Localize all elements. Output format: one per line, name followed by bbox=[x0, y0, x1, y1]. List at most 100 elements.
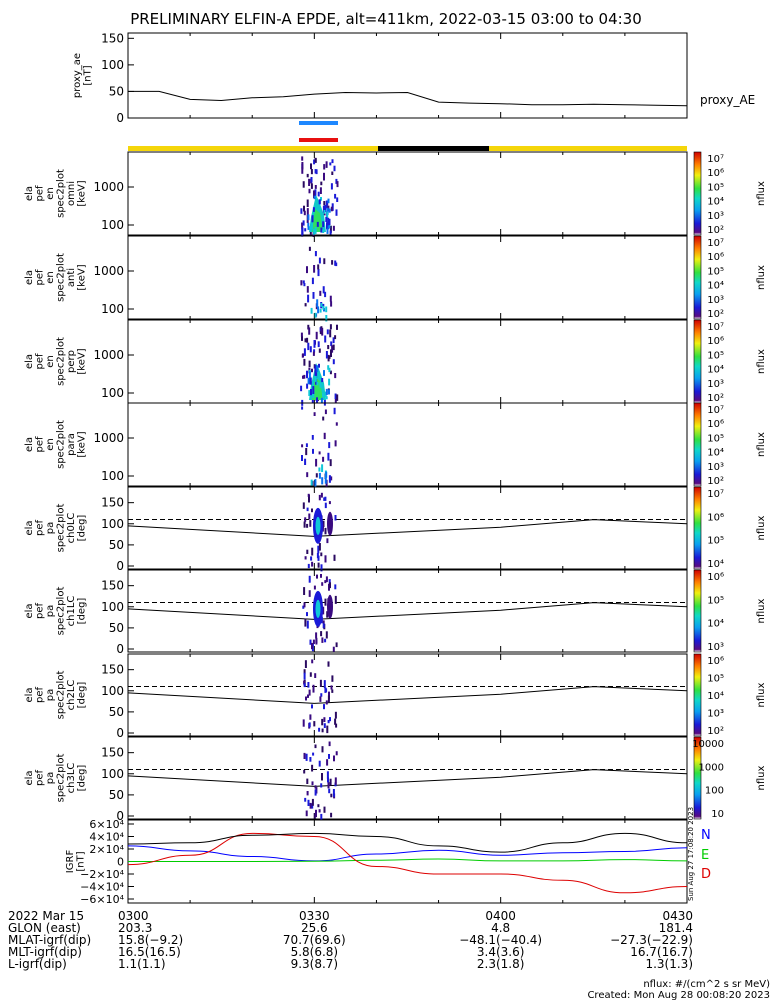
spectrogram-pixel bbox=[312, 351, 315, 356]
spectrogram-pixel bbox=[323, 497, 326, 501]
spectrogram-pixel bbox=[316, 574, 318, 579]
spectrogram-pixel bbox=[317, 555, 320, 561]
spectrogram-pixel bbox=[307, 226, 310, 230]
spec-panel-1-ylabel-line: pef bbox=[34, 269, 45, 286]
spectrogram-pixel bbox=[326, 538, 329, 544]
pitch-panel-3-tick-label: 0 bbox=[116, 809, 124, 823]
spectrogram-pixel bbox=[306, 620, 309, 629]
spectrogram-pixel bbox=[321, 378, 324, 383]
spectrogram-pixel bbox=[326, 207, 329, 215]
science-zone-bar-black bbox=[378, 146, 489, 151]
spectrogram-pixel bbox=[318, 348, 321, 353]
spectrogram-pixel bbox=[311, 508, 313, 513]
spectrogram-pixel bbox=[315, 458, 318, 467]
spectrogram-pixel bbox=[313, 159, 316, 165]
spectrogram-pixel bbox=[307, 294, 310, 303]
spectrogram-pixel bbox=[336, 324, 338, 329]
spectrogram-pixel bbox=[301, 406, 304, 410]
orbit-row-value: 181.4 bbox=[659, 921, 693, 935]
spectrogram-pixel bbox=[328, 378, 331, 386]
orbit-row-label: L-igrf(dip) bbox=[8, 957, 67, 971]
spectrogram-pixel bbox=[323, 723, 326, 728]
spectrogram-pixel bbox=[302, 280, 305, 284]
spectrogram-pixel bbox=[308, 246, 311, 251]
spectrogram-pixel bbox=[309, 229, 312, 236]
orbit-row-value: 1.1(1.1) bbox=[118, 957, 166, 971]
spectrogram-pixel bbox=[330, 812, 333, 818]
spectrogram-pixel bbox=[321, 477, 324, 485]
spectrogram-pixel bbox=[308, 575, 311, 583]
ae-ylabel-line: proxy_ae bbox=[72, 53, 83, 98]
orbit-row-value: 203.3 bbox=[118, 921, 152, 935]
spec-panel-1-frame bbox=[127, 235, 688, 320]
spectrogram-pixel bbox=[319, 290, 322, 296]
spectrogram-pixel bbox=[308, 590, 311, 597]
spectrogram-pixel bbox=[304, 797, 307, 802]
spectrogram-pixel bbox=[309, 377, 312, 385]
spectrogram-pixel bbox=[327, 217, 330, 226]
spec-panel-0-colorbar-tick: 10³ bbox=[707, 211, 724, 222]
pitch-panel-2-tick-label: 100 bbox=[101, 684, 124, 698]
spectrogram-pixel bbox=[306, 778, 309, 784]
spec-panel-2-tick-label: 1000 bbox=[93, 348, 124, 362]
ae-tick-label: 50 bbox=[109, 84, 124, 98]
spectrogram-pixel bbox=[312, 292, 315, 299]
spectrogram-pixel bbox=[318, 543, 321, 551]
spectrogram-pixel bbox=[308, 689, 311, 696]
spectrogram-pixel bbox=[329, 370, 332, 375]
spectrogram-pixel bbox=[316, 382, 319, 386]
spectrogram-pixel bbox=[329, 582, 331, 589]
spectrogram-pixel bbox=[316, 221, 319, 227]
spectrogram-pixel bbox=[308, 390, 311, 396]
spectrogram-pixel bbox=[336, 181, 339, 188]
marker-red bbox=[299, 138, 338, 142]
spectrogram-pixel bbox=[332, 359, 335, 365]
spectrogram-pixel bbox=[323, 680, 326, 689]
igrf-tick-label: 6×10⁴ bbox=[89, 818, 124, 831]
spectrogram-pixel bbox=[326, 211, 329, 220]
spectrogram-pixel bbox=[323, 370, 325, 376]
spectrogram-pixel bbox=[301, 335, 303, 341]
spectrogram-pixel bbox=[309, 520, 312, 527]
pitch-panel-2-ylabel-line: ela bbox=[24, 687, 35, 702]
spectrogram-pixel bbox=[332, 225, 335, 231]
spectrogram-pixel bbox=[322, 620, 325, 624]
spectrogram-pixel bbox=[329, 329, 332, 338]
pitch-panel-3-frame bbox=[127, 736, 688, 820]
spectrogram-pixel bbox=[303, 672, 306, 680]
spectrogram-pixel bbox=[316, 299, 319, 308]
pitch-panel-3-ylabel-line: [deg] bbox=[76, 765, 87, 792]
spec-panel-3-ylabel: ela pef en spec2plot para [keV] bbox=[24, 420, 88, 469]
spec-panel-2-spectrogram bbox=[300, 324, 339, 406]
spec-panel-2-colorbar bbox=[693, 319, 702, 404]
spec-panel-3-colorbar-tick: 10⁷ bbox=[707, 405, 724, 416]
pitch-panel-2-ylabel: ela pef pa spec2plot ch2LC [deg] bbox=[24, 671, 88, 720]
spectrogram-pixel bbox=[318, 451, 321, 455]
ae-tick-label: 100 bbox=[101, 58, 124, 72]
pitch-panel-3-ylabel-line: ela bbox=[24, 770, 35, 785]
pitch-panel-1-ylabel: ela pef pa spec2plot ch1LC [deg] bbox=[24, 587, 88, 636]
spectrogram-pixel bbox=[307, 377, 310, 385]
spectrogram-pixel bbox=[303, 683, 306, 688]
spectrogram-pixel bbox=[312, 207, 315, 212]
spectrogram-pixel bbox=[312, 752, 315, 756]
spectrogram-pixel bbox=[313, 585, 316, 590]
spectrogram-pixel bbox=[306, 383, 309, 389]
pitch-panel-3-colorbar-label-text: nflux bbox=[756, 765, 767, 790]
spectrogram-pixel bbox=[329, 717, 331, 722]
spec-panel-1-ylabel-line: en bbox=[45, 271, 56, 284]
spec-panel-1-colorbar bbox=[693, 235, 702, 320]
pitch-panel-0-colorbar-label-text: nflux bbox=[756, 515, 767, 540]
spectrogram-pixel bbox=[332, 337, 335, 344]
spectrogram-pixel bbox=[302, 719, 305, 727]
spec-panel-3-colorbar-label: nflux bbox=[756, 432, 767, 457]
spectrogram-pixel bbox=[307, 682, 310, 688]
spectrogram-pixel bbox=[311, 798, 314, 806]
spectrogram-pixel bbox=[306, 173, 309, 178]
spec-panel-2-ylabel: ela pef en spec2plot perp [keV] bbox=[24, 337, 88, 386]
spec-panel-0-flux-peak bbox=[312, 209, 323, 232]
spectrogram-pixel bbox=[303, 769, 306, 774]
pitch-panel-3-ylabel-line: ch3LC bbox=[66, 763, 77, 794]
ae-ylabel: proxy_ae [nT] bbox=[72, 53, 94, 98]
spec-panel-1-ylabel-line: [keV] bbox=[76, 264, 87, 290]
